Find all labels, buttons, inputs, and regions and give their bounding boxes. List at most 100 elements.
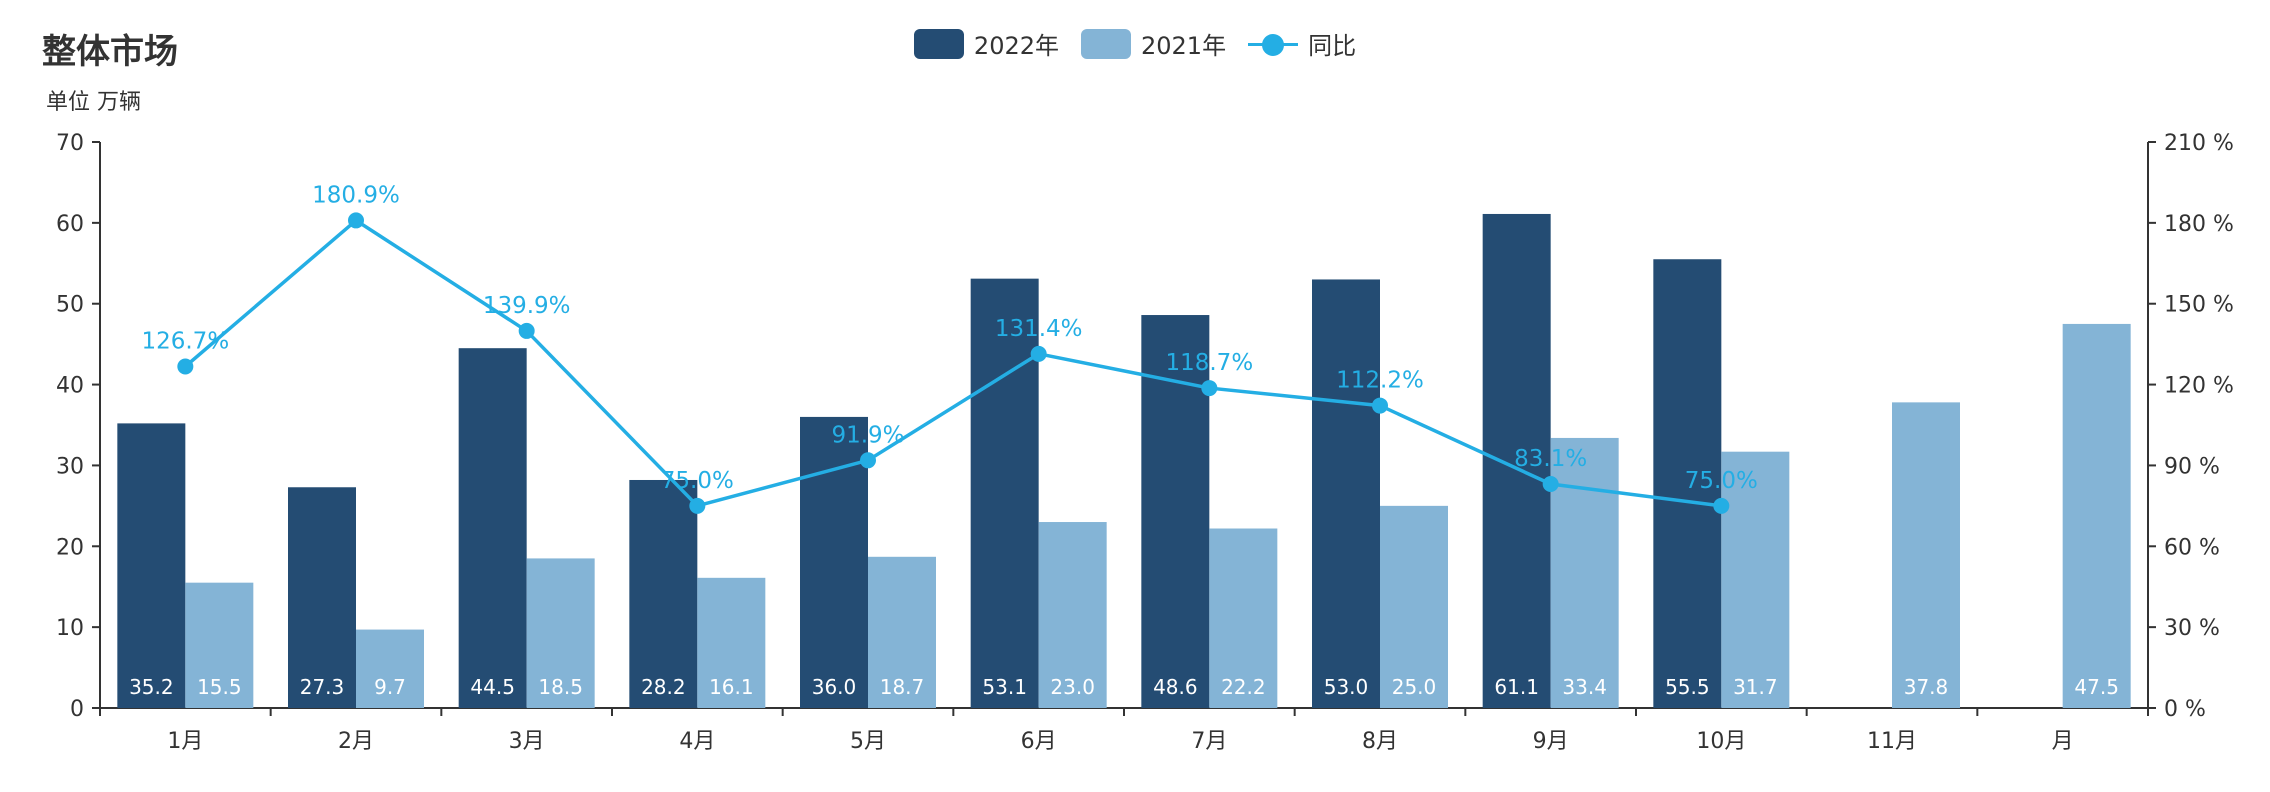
y-tick-label-left: 0	[70, 697, 84, 722]
bar-2021-label: 33.4	[1562, 675, 1607, 699]
yoy-point[interactable]	[518, 322, 535, 339]
y-tick-label-left: 10	[56, 616, 84, 641]
legend-label-2021: 2021年	[1141, 32, 1227, 60]
yoy-label: 139.9%	[483, 293, 571, 319]
x-tick-label: 6月	[1021, 729, 1057, 754]
legend-item-2022[interactable]: 2022年	[913, 26, 1059, 61]
yoy-label: 83.1%	[1514, 446, 1587, 472]
bar-2021-label: 18.5	[538, 675, 583, 699]
bar-2022-label: 27.3	[300, 675, 345, 699]
bar-2022-label: 61.1	[1494, 675, 1539, 699]
yoy-point[interactable]	[1030, 345, 1047, 362]
bar-2021-label: 15.5	[197, 675, 242, 699]
bar-2022[interactable]	[288, 487, 356, 708]
y-tick-label-left: 20	[56, 535, 84, 560]
bar-2022-label: 53.1	[982, 675, 1027, 699]
legend-swatch-yoy	[1248, 29, 1299, 59]
bar-2022[interactable]	[970, 278, 1039, 708]
yoy-label: 180.9%	[312, 182, 400, 208]
bar-2021[interactable]	[2062, 323, 2131, 708]
y-tick-label-right: 60 %	[2164, 535, 2220, 560]
bar-2021-label: 31.7	[1733, 675, 1778, 699]
x-tick-label: 5月	[850, 729, 886, 754]
legend-label-2022: 2022年	[973, 32, 1059, 60]
chart-title: 整体市场	[42, 32, 178, 72]
yoy-point[interactable]	[1372, 397, 1388, 414]
yoy-label: 112.2%	[1336, 368, 1424, 394]
bar-2022-label: 35.2	[129, 675, 174, 699]
bar-2021-label: 25.0	[1392, 675, 1437, 699]
bar-2022[interactable]	[458, 348, 527, 708]
y-tick-label-right: 30 %	[2164, 616, 2220, 641]
x-tick-label: 11月	[1867, 729, 1917, 754]
bar-2022-label: 44.5	[470, 675, 515, 699]
legend-swatch-2022	[913, 28, 964, 59]
legend: 2022年 2021年 同比	[0, 26, 2270, 61]
bar-2021[interactable]	[1721, 451, 1790, 708]
bar-2022[interactable]	[629, 479, 698, 708]
bar-2022-label: 53.0	[1324, 675, 1369, 699]
bar-2022[interactable]	[117, 423, 186, 708]
yoy-point[interactable]	[860, 452, 876, 469]
yoy-point[interactable]	[1201, 380, 1218, 397]
x-tick-label: 8月	[1362, 729, 1398, 754]
yoy-label: 75.0%	[661, 468, 734, 494]
bar-2021-label: 16.1	[709, 675, 754, 699]
x-tick-label: 2月	[338, 729, 374, 754]
y-tick-label-right: 180 %	[2164, 212, 2234, 237]
x-tick-label: 月	[2052, 729, 2074, 754]
yoy-point[interactable]	[1713, 497, 1730, 514]
bar-2021[interactable]	[1550, 437, 1619, 708]
y-tick-label-right: 150 %	[2164, 293, 2234, 318]
bar-2021[interactable]	[1209, 528, 1278, 708]
yoy-label: 126.7%	[141, 329, 229, 355]
yoy-label: 91.9%	[831, 422, 904, 448]
bar-2021[interactable]	[868, 556, 936, 708]
x-tick-label: 1月	[167, 729, 203, 754]
y-tick-label-left: 30	[56, 454, 84, 479]
yoy-label: 131.4%	[995, 316, 1083, 342]
legend-label-yoy: 同比	[1308, 32, 1357, 60]
y-tick-label-left: 50	[56, 293, 84, 318]
y-tick-label-left: 70	[56, 131, 84, 156]
x-tick-label: 3月	[509, 729, 545, 754]
bar-2021[interactable]	[1380, 505, 1448, 708]
y-tick-label-left: 60	[56, 212, 84, 237]
yoy-label: 118.7%	[1165, 350, 1253, 376]
legend-item-yoy[interactable]: 同比	[1248, 26, 1356, 61]
yoy-point[interactable]	[689, 497, 706, 514]
bar-2022-label: 55.5	[1665, 675, 1710, 699]
bar-2022-label: 36.0	[812, 675, 857, 699]
bar-2022[interactable]	[800, 416, 868, 708]
yoy-point[interactable]	[1542, 476, 1559, 493]
bar-2021-label: 18.7	[880, 675, 925, 699]
unit-label: 单位 万辆	[46, 90, 141, 115]
bar-2021[interactable]	[526, 558, 595, 708]
bar-2021-label: 22.2	[1221, 675, 1266, 699]
bar-2021-label: 9.7	[374, 675, 406, 699]
bar-2021-label: 37.8	[1904, 675, 1949, 699]
yoy-line	[184, 218, 1722, 508]
bar-2021[interactable]	[1038, 522, 1107, 708]
bar-2021[interactable]	[356, 629, 424, 708]
bar-2022-label: 48.6	[1153, 675, 1198, 699]
y-tick-label-right: 120 %	[2164, 374, 2234, 399]
yoy-label: 75.0%	[1685, 468, 1758, 494]
x-tick-label: 9月	[1533, 729, 1569, 754]
legend-item-2021[interactable]: 2021年	[1081, 26, 1226, 61]
x-tick-label: 10月	[1696, 729, 1746, 754]
yoy-point[interactable]	[177, 358, 194, 375]
yoy-point[interactable]	[348, 212, 364, 229]
bar-2021[interactable]	[185, 582, 254, 708]
bar-2021-label: 47.5	[2074, 675, 2119, 699]
bar-2021[interactable]	[697, 577, 766, 708]
y-tick-label-right: 90 %	[2164, 454, 2220, 479]
bar-2022[interactable]	[1653, 259, 1722, 708]
x-tick-label: 7月	[1191, 729, 1227, 754]
x-tick-label: 4月	[679, 729, 715, 754]
bar-2022[interactable]	[1312, 279, 1380, 708]
bar-2022[interactable]	[1482, 213, 1551, 708]
bar-2021[interactable]	[1892, 402, 1960, 708]
bar-2022-label: 28.2	[641, 675, 686, 699]
